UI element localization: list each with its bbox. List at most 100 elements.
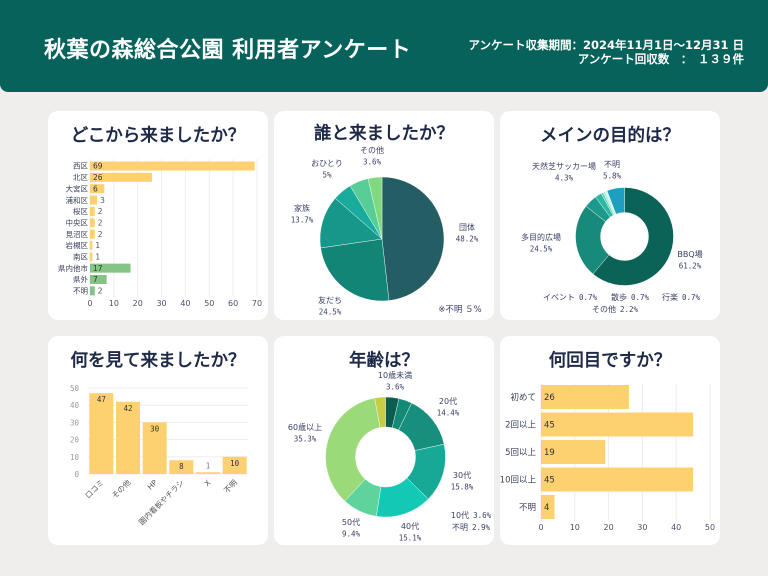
survey-period: アンケート収集期間：2024年11月1日〜12月31 日	[468, 38, 744, 52]
slice-pct: 0.7%	[682, 293, 701, 302]
category-label: 不明	[222, 478, 239, 495]
bar-value-label: 6	[93, 184, 98, 193]
bar	[90, 172, 153, 182]
chart-note: ※不明 ５%	[438, 305, 481, 315]
category-label: 口コミ	[83, 478, 105, 500]
donut-slice	[606, 187, 625, 215]
bar-value-label: 2	[98, 207, 103, 216]
slice-pct: 15.8%	[451, 483, 474, 492]
bar	[541, 467, 694, 492]
bar-value-label: 3	[100, 196, 105, 205]
x-tick-label: 10	[109, 299, 119, 308]
slice-pct: 48.2%	[456, 235, 479, 244]
slice-pct: 9.4%	[342, 530, 361, 539]
slice-pct: 24.5%	[530, 245, 553, 254]
slice-label-inline: 行楽 0.7%	[662, 292, 701, 302]
slice-pct: 24.5%	[319, 308, 342, 317]
bar	[90, 218, 95, 228]
bar-value-label: 4	[544, 503, 549, 513]
bar-value-label: 17	[93, 264, 103, 273]
card-purpose: メインの目的は？ BBQ場 61.2% 多目的広場 24.5% 天然芝サッカー場 4.3%…	[500, 111, 720, 320]
category-label: X	[202, 478, 212, 488]
x-tick-label: 30	[637, 523, 647, 532]
bar-value-label: 7	[93, 275, 98, 284]
slice-label: 不明	[452, 523, 468, 532]
slice-pct: 3.6%	[363, 158, 382, 167]
bar-value-label: 8	[179, 462, 184, 471]
slice-pct: 5.8%	[603, 172, 622, 181]
slice-label: 友だち	[318, 295, 342, 305]
slice-label: その他	[592, 304, 616, 314]
category-label: 西区	[73, 162, 88, 171]
x-tick-label: 20	[133, 299, 143, 308]
bar	[90, 240, 93, 250]
pie-slice	[381, 176, 445, 301]
slice-label: 60歳以上	[288, 422, 322, 432]
bar	[90, 229, 95, 239]
bar	[90, 195, 98, 205]
category-label: 不明	[73, 287, 88, 296]
bar	[169, 460, 194, 474]
slice-label: 50代	[342, 517, 360, 527]
category-label: 不明	[519, 503, 536, 513]
bar	[196, 472, 220, 474]
bar	[90, 184, 105, 194]
bar	[90, 275, 107, 284]
pie-slice	[367, 176, 383, 240]
slice-pct: 15.1%	[399, 534, 422, 543]
bar	[142, 422, 167, 474]
bar	[90, 161, 255, 171]
x-tick-label: 30	[156, 299, 166, 308]
slice-pct: 3.6%	[386, 383, 405, 392]
chart-title: 何回目ですか？	[548, 351, 672, 371]
chart-title: 年齢は？	[349, 351, 419, 371]
origin-bar-chart: 0 10 20 30 40 50 60 70 西区 69 北区 26 大宮区 6 浦和区 3 桜区 2 中央区 2 見沼…	[58, 159, 262, 308]
bar-value-label: 2	[98, 287, 103, 296]
category-label: 中央区	[66, 217, 89, 227]
bar-value-label: 45	[544, 421, 555, 431]
bar-value-label: 26	[93, 173, 103, 182]
slice-label: 10代	[451, 510, 469, 520]
slice-pct: 0.7%	[631, 293, 650, 302]
slice-pct: 2.9%	[472, 523, 491, 532]
slice-label: 40代	[401, 521, 419, 531]
x-tick-label: 0	[538, 523, 543, 532]
chart-title: どこから来ましたか？	[70, 126, 246, 146]
slice-pct: 35.3%	[294, 435, 317, 444]
slice-label: 不明	[604, 160, 620, 169]
slice-label: 多目的広場	[521, 232, 561, 242]
slice-label: 行楽	[662, 292, 678, 302]
slice-label: 団体	[459, 222, 475, 232]
slice-label: BBQ場	[677, 249, 702, 259]
x-tick-label: 50	[204, 299, 214, 308]
slice-label: イベント	[543, 293, 575, 302]
bar	[116, 401, 140, 474]
card-companion: 誰と来ましたか？ 団体 48.2% 友だち 24.5% 家族 13.7% おひとり 5% その他…	[274, 111, 494, 320]
chart-title: 何を見て来ましたか？	[70, 351, 246, 371]
grid	[89, 159, 258, 297]
slice-pct: 61.2%	[679, 262, 702, 271]
slice-label: 10歳未満	[378, 370, 412, 380]
card-source: 何を見て来ましたか？ 0 10 20 30 40 50 47 口コミ 42 その他 30 HP 8 園内看…	[48, 336, 268, 545]
x-tick-label: 10	[570, 523, 580, 532]
category-label: 桜区	[73, 206, 88, 216]
bar	[89, 393, 114, 474]
chart-title: メインの目的は？	[540, 126, 680, 146]
x-tick-label: 0	[87, 299, 92, 308]
x-tick-label: 60	[228, 299, 238, 308]
slice-label-inline: 不明 2.9%	[452, 523, 491, 532]
bar-value-label: 42	[123, 404, 132, 413]
slice-pct: 2.2%	[620, 305, 639, 314]
y-tick-label: 50	[70, 384, 80, 393]
x-tick-label: 40	[180, 299, 190, 308]
y-tick-label: 40	[70, 401, 80, 410]
category-label: 岩槻区	[66, 240, 89, 250]
bar-value-label: 1	[206, 461, 211, 470]
slice-label: 天然芝サッカー場	[532, 161, 596, 171]
bar-value-label: 1	[95, 241, 100, 250]
category-label: 浦和区	[66, 195, 89, 205]
visit-count-bar-chart: 0 10 20 30 40 50 初めて 26 2回以上 45 5回以上 19 10回以上 45 不明 4	[500, 384, 715, 532]
slice-label: 家族	[294, 203, 310, 213]
report-title: 秋葉の森総合公園 利用者アンケート	[44, 38, 412, 63]
category-label: 10回以上	[500, 476, 537, 486]
